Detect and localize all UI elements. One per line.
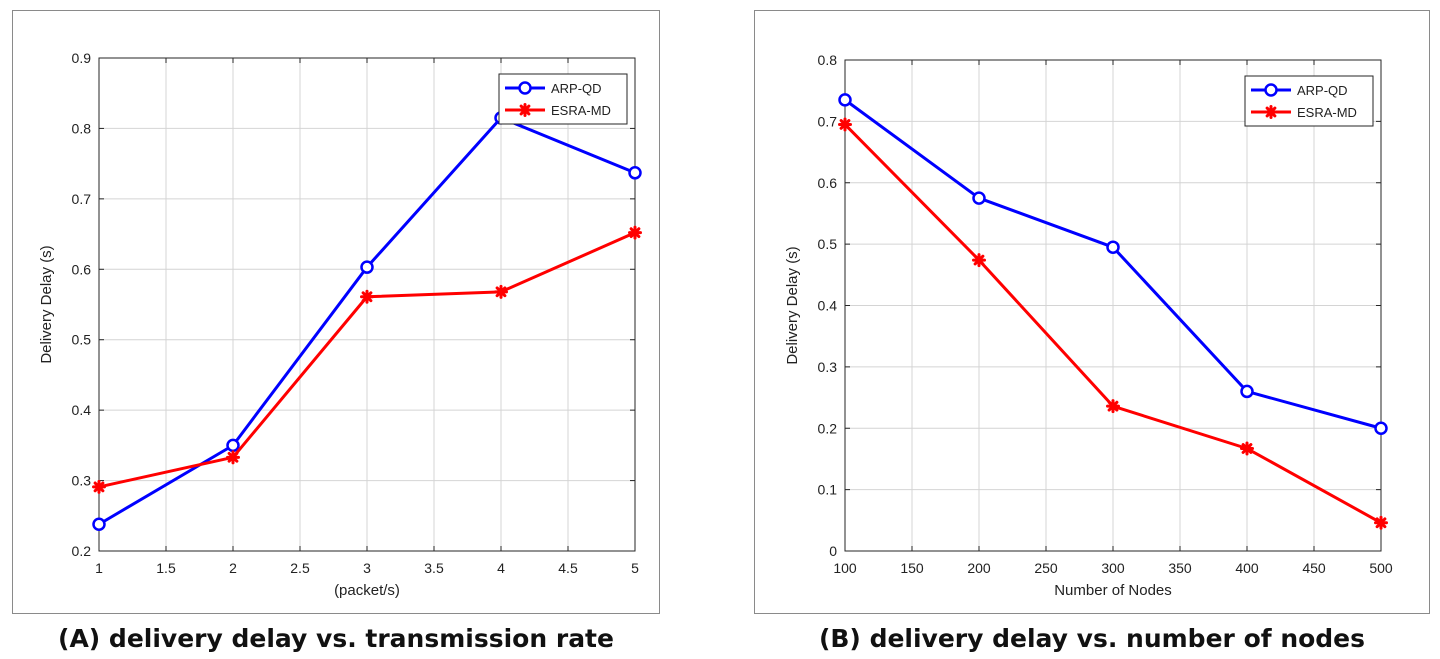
chart-a-x-tick-label: 5 xyxy=(631,560,639,576)
chart-b-point-esra-md xyxy=(972,253,986,268)
chart-a-point-arp-qd xyxy=(92,517,106,531)
chart-b-legend-marker-arp-qd xyxy=(1264,83,1278,97)
chart-a-x-tick-label: 1 xyxy=(95,560,103,576)
chart-b-y-tick-label: 0.1 xyxy=(818,482,838,498)
chart-b-x-tick-label: 500 xyxy=(1369,560,1393,576)
chart-a-point-esra-md xyxy=(628,225,642,240)
chart-a-caption: (A) delivery delay vs. transmission rate xyxy=(58,624,614,653)
chart-b-legend-label-arp-qd: ARP-QD xyxy=(1297,83,1348,98)
chart-b-y-tick-label: 0.3 xyxy=(818,359,838,375)
chart-b-point-arp-qd xyxy=(1240,384,1254,399)
chart-a-point-esra-md xyxy=(494,284,508,299)
chart-a-point-esra-md xyxy=(226,450,240,465)
chart-a-point-esra-md xyxy=(92,479,106,494)
chart-b-point-esra-md xyxy=(1374,515,1388,530)
chart-a-point-arp-qd xyxy=(360,260,374,274)
chart-a-y-tick-label: 0.9 xyxy=(72,50,92,66)
chart-a-y-axis-label: Delivery Delay (s) xyxy=(38,245,55,363)
chart-b-y-axis-label: Delivery Delay (s) xyxy=(784,246,801,364)
chart-b-x-tick-label: 250 xyxy=(1034,560,1058,576)
chart-panel-a: 1 1.5 2 2.5 3 3.5 4 4.5 5 0.2 0.3 0.4 0.5 0.6 0.7 0.8 0.… xyxy=(12,10,660,614)
chart-a-x-tick-label: 1.5 xyxy=(156,560,176,576)
chart-b-point-esra-md xyxy=(838,117,852,132)
chart-a-y-tick-label: 0.3 xyxy=(72,473,92,489)
chart-b-x-tick-label: 450 xyxy=(1302,560,1326,576)
chart-b-x-tick-label: 400 xyxy=(1235,560,1259,576)
chart-a-y-tick-label: 0.6 xyxy=(72,261,92,277)
chart-a-x-tick-label: 3.5 xyxy=(424,560,444,576)
chart-a-y-tick-label: 0.2 xyxy=(72,543,92,559)
chart-a-x-tick-label: 2 xyxy=(229,560,237,576)
chart-b-caption: (B) delivery delay vs. number of nodes xyxy=(818,624,1366,653)
chart-b-y-tick-label: 0.7 xyxy=(818,113,838,129)
chart-a-x-tick-label: 2.5 xyxy=(290,560,310,576)
chart-a-legend-label-esra-md: ESRA-MD xyxy=(551,103,611,118)
chart-a-legend-marker-esra-md xyxy=(518,103,532,117)
chart-a-y-tick-label: 0.8 xyxy=(72,120,92,136)
chart-a-legend-label-arp-qd: ARP-QD xyxy=(551,81,602,96)
chart-b-point-esra-md xyxy=(1240,441,1254,456)
chart-a-x-tick-label: 4 xyxy=(497,560,505,576)
chart-b-y-tick-label: 0.5 xyxy=(818,236,838,252)
chart-b-y-tick-label: 0.2 xyxy=(818,420,838,436)
chart-b-point-arp-qd xyxy=(1106,240,1120,254)
chart-a-legend xyxy=(498,73,628,125)
chart-a-x-tick-label: 4.5 xyxy=(558,560,578,576)
chart-a-x-tick-label: 3 xyxy=(363,560,371,576)
chart-b-plot: 100 150 200 250 300 350 400 450 500 0 0.1 0.2 0.3 0.4… xyxy=(784,52,1393,599)
chart-a-legend-marker-arp-qd xyxy=(518,81,532,95)
chart-a-y-tick-label: 0.5 xyxy=(72,332,92,348)
chart-b-x-axis-label: Number of Nodes xyxy=(1054,582,1172,599)
chart-b-legend xyxy=(1244,75,1374,127)
chart-a-point-esra-md xyxy=(360,289,374,304)
chart-b-y-tick-label: 0.8 xyxy=(818,52,838,68)
chart-b-y-tick-label: 0.6 xyxy=(818,175,838,191)
chart-b-y-tick-label: 0.4 xyxy=(818,298,838,314)
chart-panel-b: 100 150 200 250 300 350 400 450 500 0 0.1 0.2 0.3 0.4… xyxy=(754,10,1430,614)
chart-b-point-arp-qd xyxy=(972,191,986,205)
chart-b-x-tick-label: 150 xyxy=(900,560,924,576)
chart-b-x-tick-label: 200 xyxy=(967,560,991,576)
chart-b-y-tick-label: 0 xyxy=(829,543,837,559)
chart-a-x-axis-label: (packet/s) xyxy=(334,582,400,599)
chart-b-x-tick-label: 300 xyxy=(1101,560,1125,576)
chart-b-point-arp-qd xyxy=(1374,421,1388,435)
chart-a-y-tick-label: 0.7 xyxy=(72,191,92,207)
chart-b-x-tick-label: 100 xyxy=(833,560,857,576)
chart-a-point-arp-qd xyxy=(226,438,240,453)
chart-b-legend-marker-esra-md xyxy=(1264,105,1278,119)
chart-a-y-tick-label: 0.4 xyxy=(72,402,92,418)
chart-b-legend-label-esra-md: ESRA-MD xyxy=(1297,105,1357,120)
chart-a-plot: 1 1.5 2 2.5 3 3.5 4 4.5 5 0.2 0.3 0.4 0.5 0.6 0.7 0.8 0.… xyxy=(38,50,642,599)
chart-b-x-tick-label: 350 xyxy=(1168,560,1192,576)
chart-b-point-arp-qd xyxy=(838,93,852,107)
chart-b-point-esra-md xyxy=(1106,399,1120,414)
chart-a-point-arp-qd xyxy=(628,166,642,180)
